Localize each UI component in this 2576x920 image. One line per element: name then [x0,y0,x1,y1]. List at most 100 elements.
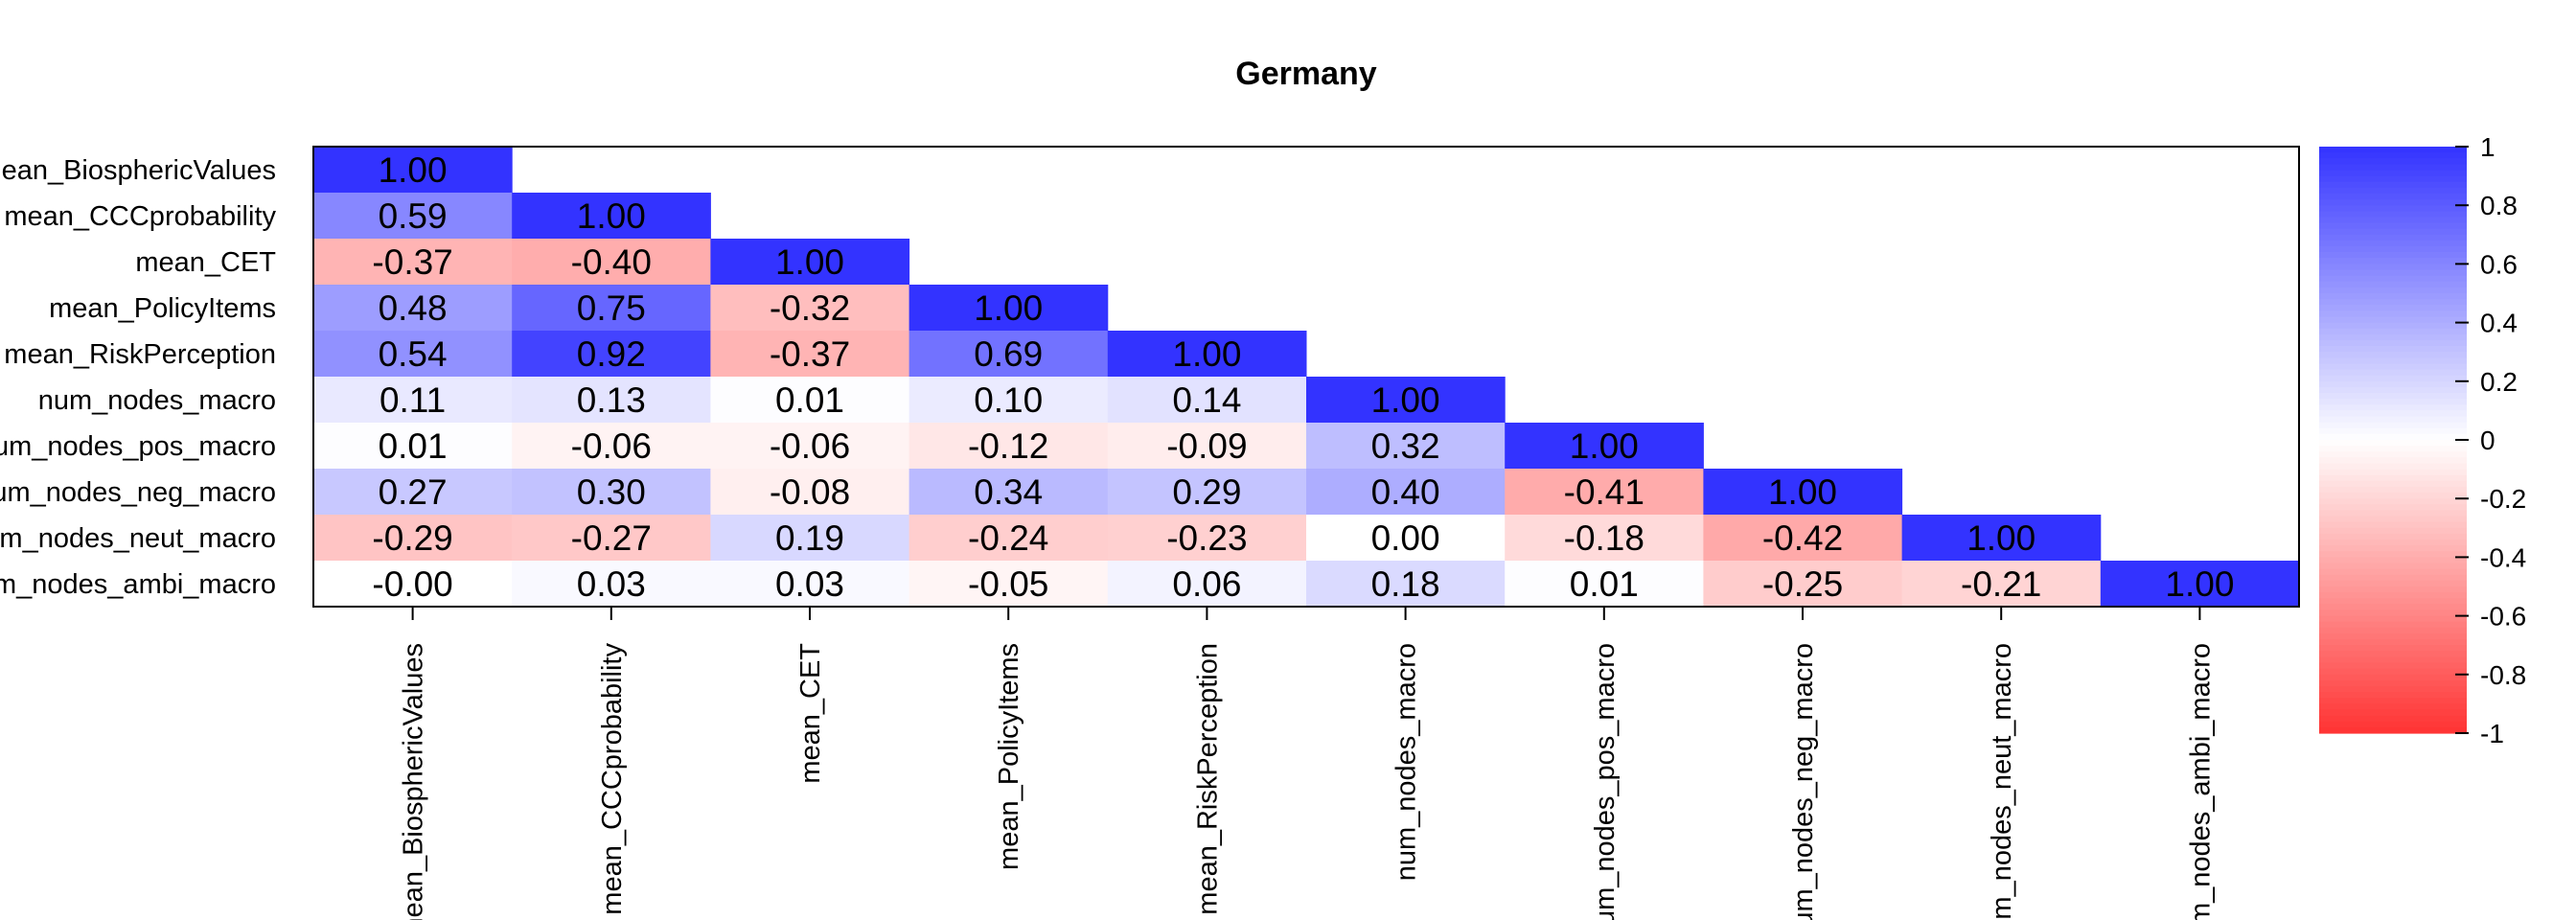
column-label: num_nodes_macro [1392,643,1422,881]
colorbar-segment [2319,698,2467,704]
colorbar-segment [2319,621,2467,629]
colorbar-segment [2319,427,2467,435]
heatmap-cell [1703,469,1903,516]
heatmap-cell [1107,515,1307,562]
row-label: mean_RiskPerception [4,339,276,370]
cell-value-label: 0.29 [1172,472,1241,512]
cell-value-label: 1.00 [775,242,844,282]
cell-value-label: 0.34 [974,472,1043,512]
column-labels: mean_BiosphericValues mean_CCCprobability… [399,607,2216,920]
heatmap-cell [1505,561,1704,608]
colorbar-segment [2319,170,2467,177]
heatmap-cell [1901,561,2102,608]
column-label: mean_CET [795,643,826,784]
heatmap-cell [710,377,910,424]
cell-value-label: -0.18 [1564,518,1644,558]
heatmap-cell [1107,331,1307,378]
heatmap-cell [313,469,513,516]
cell-value-label: 1.00 [1570,426,1639,466]
colorbar-tick-label: -1 [2480,719,2504,748]
cell-value-label: 1.00 [577,196,646,236]
heatmap-cell [908,331,1109,378]
colorbar-tick-label: -0.6 [2480,602,2526,632]
heatmap-cell [512,377,711,424]
colorbar-segment [2319,563,2467,570]
colorbar-segment [2319,386,2467,394]
cell-value-label: 1.00 [1966,518,2036,558]
cell-value-label: -0.32 [770,288,850,328]
colorbar-tick-label: -0.8 [2480,660,2526,690]
cell-value-label: 1.00 [1371,380,1440,420]
heatmap-cell [313,193,513,240]
heatmap-cell [1901,515,2102,562]
heatmap-cell [512,469,711,516]
heatmap-cell [1703,561,1903,608]
colorbar-segment [2319,516,2467,523]
heatmap-cell [908,561,1109,608]
colorbar-segment [2319,574,2467,582]
colorbar-segment [2319,703,2467,711]
cell-value-label: 0.75 [577,288,646,328]
heatmap-cell [908,285,1109,332]
colorbar-segment [2319,474,2467,482]
cell-value-label: 0.01 [775,380,844,420]
cell-value-label: 0.18 [1371,564,1440,604]
cell-value-label: -0.24 [968,518,1048,558]
heatmap-cell [1703,515,1903,562]
colorbar-segment [2319,310,2467,318]
colorbar-segment [2319,205,2467,212]
colorbar-segment [2319,328,2467,335]
colorbar-segment [2319,610,2467,617]
colorbar-segment [2319,632,2467,640]
colorbar-segment [2319,158,2467,165]
cell-value-label: -0.41 [1564,472,1644,512]
colorbar-segment [2319,568,2467,576]
cell-value-label: 0.40 [1371,472,1440,512]
cell-value-label: 0.01 [1570,564,1639,604]
row-label: mean_BiosphericValues [0,155,276,186]
heatmap-cell [908,423,1109,470]
colorbar-segment [2319,527,2467,535]
cell-value-label: -0.27 [571,518,652,558]
colorbar-segment [2319,533,2467,540]
cell-value-label: 1.00 [1768,472,1837,512]
heatmap-cell [710,423,910,470]
colorbar-segment [2319,627,2467,634]
column-label: mean_CCCprobability [597,643,628,915]
colorbar-segment [2319,440,2467,447]
colorbar-segment [2319,639,2467,646]
colorbar-segment [2319,380,2467,388]
cell-value-label: -0.40 [571,242,652,282]
heatmap-cell [710,469,910,516]
colorbar-segment [2319,540,2467,546]
colorbar-segment [2319,275,2467,283]
colorbar-segment [2319,451,2467,458]
colorbar-segment [2319,393,2467,400]
cell-value-label: 0.11 [380,380,446,420]
cell-value-label: -0.29 [372,518,452,558]
column-label: num_nodes_neg_macro [1788,643,1819,920]
heatmap-cell [512,193,711,240]
colorbar-segment [2319,480,2467,488]
heatmap-cell [1505,515,1704,562]
heatmap-cell [313,515,513,562]
heatmap-cell [1306,377,1506,424]
cell-value-label: -0.37 [372,242,452,282]
colorbar-segment [2319,287,2467,294]
cell-value-label: 0.14 [1172,380,1241,420]
cell-value-label: 1.00 [2165,564,2234,604]
heatmap-cell [710,561,910,608]
colorbar-segment [2319,721,2467,728]
heatmap-cell [1306,561,1506,608]
colorbar-segment [2319,715,2467,723]
colorbar-segment [2319,281,2467,288]
cell-value-label: -0.21 [1961,564,2041,604]
heatmap-cell [908,377,1109,424]
colorbar-segment [2319,357,2467,365]
colorbar-segment [2319,228,2467,236]
colorbar-segment [2319,322,2467,330]
heatmap-cell [1505,469,1704,516]
colorbar-tick-label: 0.2 [2480,367,2518,397]
colorbar-segment [2319,586,2467,593]
cell-value-label: 0.19 [775,518,844,558]
